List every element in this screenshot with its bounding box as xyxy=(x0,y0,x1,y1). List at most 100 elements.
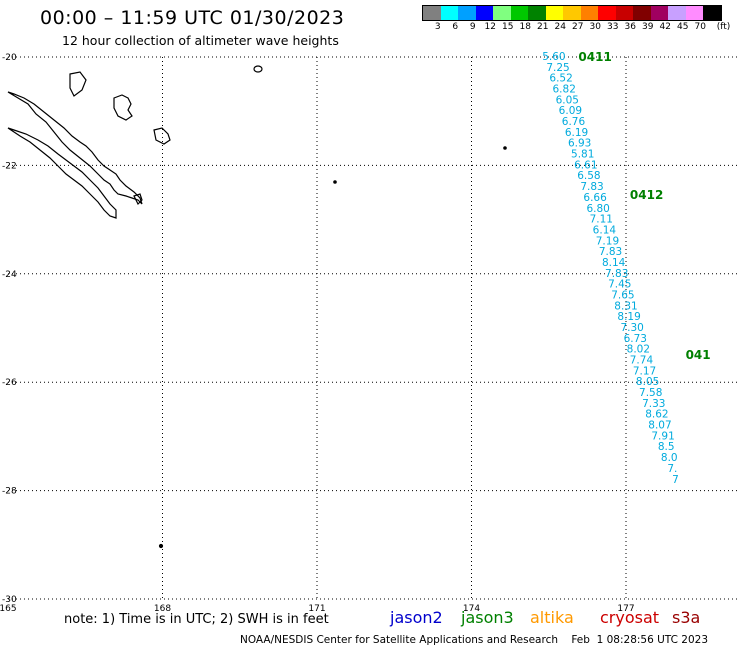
colorbar-tick-label: 18 xyxy=(519,22,531,32)
colorbar-tick-label: 36 xyxy=(624,22,636,32)
wave-height-value: 7.17 xyxy=(633,365,656,377)
wave-height-value: 7.25 xyxy=(546,62,569,74)
colorbar-tick-label: 33 xyxy=(607,22,619,32)
wave-height-value: 7.83 xyxy=(580,181,603,193)
satellite-legend-jason3: jason3 xyxy=(461,608,514,627)
wave-height-value: 6.19 xyxy=(565,127,588,139)
wave-height-value: 7. xyxy=(667,463,677,475)
wave-height-value: 6.58 xyxy=(577,170,600,182)
wave-height-colorbar xyxy=(422,5,722,21)
pass-time-label: 0411 xyxy=(578,50,611,64)
wave-height-value: 7.58 xyxy=(639,387,662,399)
hunter-island xyxy=(333,180,337,184)
colorbar-tick-label: 6 xyxy=(452,22,459,32)
wave-height-value: 8.62 xyxy=(645,409,668,421)
colorbar-tick-label: 24 xyxy=(554,22,566,32)
longitude-label: 177 xyxy=(617,604,634,614)
wave-height-value: 6.76 xyxy=(562,116,586,128)
isle-of-pines xyxy=(133,193,143,206)
wave-height-value: 8.05 xyxy=(636,376,659,388)
loyalty-island-1 xyxy=(113,94,133,121)
colorbar-tick-label: 9 xyxy=(469,22,476,32)
pass-time-label: 041 xyxy=(686,348,711,362)
wave-height-value: 6.80 xyxy=(586,203,609,215)
colorbar-swatch xyxy=(685,6,703,20)
pass-time-label: 0412 xyxy=(630,188,663,202)
satellite-legend-altika: altika xyxy=(530,608,574,627)
colorbar-swatch xyxy=(703,6,721,20)
wave-height-value: 6.82 xyxy=(553,84,576,96)
wave-height-value: 8.0 xyxy=(661,452,678,464)
colorbar-swatch xyxy=(633,6,651,20)
colorbar-tick-label: 27 xyxy=(572,22,584,32)
wave-height-value: 7.65 xyxy=(611,289,634,301)
wave-height-value: 8.07 xyxy=(648,420,671,432)
colorbar-swatch xyxy=(545,6,563,20)
longitude-label: 174 xyxy=(463,604,480,614)
colorbar-swatch xyxy=(440,6,458,20)
wave-height-value: 6.61 xyxy=(574,159,597,171)
latitude-label: -26 xyxy=(2,378,17,388)
coastline xyxy=(7,65,507,549)
latitude-label: -24 xyxy=(2,270,17,280)
credit-line: NOAA/NESDIS Center for Satellite Applica… xyxy=(240,634,708,646)
colorbar-tick-label: 30 xyxy=(589,22,601,32)
wave-height-value: 8.31 xyxy=(614,300,637,312)
colorbar-swatch xyxy=(528,6,546,20)
colorbar-swatch xyxy=(493,6,511,20)
pass-time-labels: 0411 0412 041 xyxy=(578,50,710,362)
new-caledonia-west-coast xyxy=(7,127,117,219)
colorbar-tick-label: 42 xyxy=(659,22,671,32)
colorbar-swatch xyxy=(423,6,441,20)
wave-height-value: 7.33 xyxy=(642,398,665,410)
longitude-label: 165 xyxy=(0,604,17,614)
longitude-label: 171 xyxy=(308,604,325,614)
colorbar-tick-label: 45 xyxy=(677,22,689,32)
colorbar-swatch xyxy=(510,6,528,20)
wave-height-value: 5.81 xyxy=(571,149,594,161)
colorbar-swatch xyxy=(458,6,476,20)
wave-height-value: 8.19 xyxy=(617,311,640,323)
wave-height-value: 6.66 xyxy=(583,192,607,204)
wave-height-value: 7.11 xyxy=(590,214,613,226)
colorbar-swatch xyxy=(668,6,686,20)
wave-height-value: 7.83 xyxy=(599,246,622,258)
colorbar-tick-label: 12 xyxy=(484,22,496,32)
wave-height-value: 5.60 xyxy=(542,51,565,63)
wave-height-value: 6.73 xyxy=(624,333,647,345)
wave-height-value: 7.74 xyxy=(630,355,654,367)
footnote: note: 1) Time is in UTC; 2) SWH is in fe… xyxy=(64,612,329,627)
wave-height-value: 8.02 xyxy=(627,344,650,356)
page-title: 00:00 – 11:59 UTC 01/30/2023 xyxy=(40,7,345,29)
latitude-label: -28 xyxy=(2,487,17,497)
colorbar-tick-label: 21 xyxy=(537,22,549,32)
small-islet xyxy=(503,146,507,150)
colorbar-tick-label: 70 xyxy=(694,22,706,32)
colorbar-unit-label: (ft) xyxy=(716,22,731,32)
new-caledonia-main-island xyxy=(7,91,143,205)
wave-height-value: 6.14 xyxy=(593,224,617,236)
colorbar-swatch xyxy=(580,6,598,20)
wave-height-value: 7.30 xyxy=(620,322,643,334)
colorbar-swatch xyxy=(598,6,616,20)
satellite-legend-jason2: jason2 xyxy=(390,608,443,627)
wave-height-value: 7.83 xyxy=(605,268,628,280)
loyalty-island-2 xyxy=(153,127,171,145)
norfolk-island xyxy=(158,543,164,549)
latitude-label: -30 xyxy=(2,595,17,605)
latitude-label: -22 xyxy=(2,161,17,171)
wave-height-value: 6.93 xyxy=(568,138,591,150)
wave-height-value: 8.5 xyxy=(658,441,675,453)
wave-height-value: 7.19 xyxy=(596,235,619,247)
colorbar-swatch xyxy=(615,6,633,20)
latitude-label: -20 xyxy=(2,53,17,63)
colorbar-swatch xyxy=(650,6,668,20)
walpole-island xyxy=(253,65,263,73)
wave-height-value: 6.05 xyxy=(556,94,579,106)
wave-height-value: 8.14 xyxy=(602,257,626,269)
altimeter-track: 5.607.256.526.826.056.096.766.196.935.81… xyxy=(542,51,679,486)
satellite-legend-cryosat: cryosat xyxy=(600,608,660,627)
colorbar-tick-label: 15 xyxy=(502,22,514,32)
